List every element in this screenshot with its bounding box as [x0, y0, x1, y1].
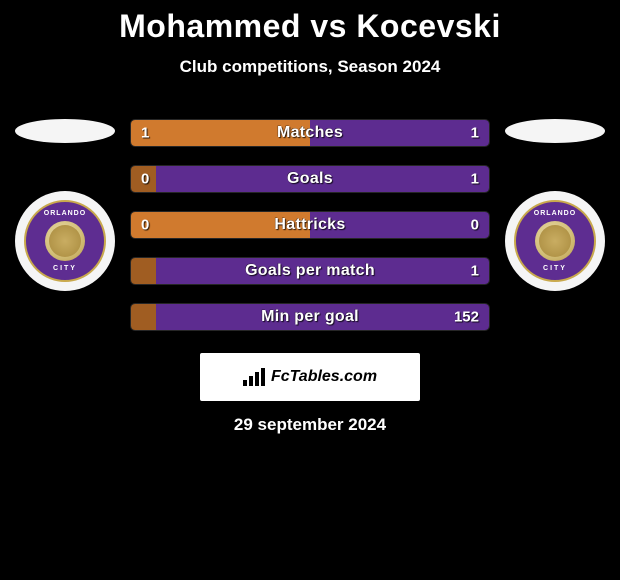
stat-bar-right-value: 1 — [471, 263, 479, 280]
stat-bar-label: Matches — [131, 124, 489, 142]
source-label: FcTables.com — [271, 368, 377, 386]
stat-bar-label: Goals per match — [131, 262, 489, 280]
right-club-badge: ORLANDO CITY — [505, 191, 605, 291]
stat-bar-right-value: 0 — [471, 217, 479, 234]
left-player-column: ORLANDO CITY — [10, 119, 120, 291]
stat-bar: Hattricks0 0 — [130, 211, 490, 239]
stat-bar-right-value: 1 — [471, 171, 479, 188]
stat-bar-label: Hattricks — [131, 216, 489, 234]
stat-bar: Goals0 1 — [130, 165, 490, 193]
stat-bar: Goals per match1 — [130, 257, 490, 285]
stat-bar-label: Goals — [131, 170, 489, 188]
right-club-name-top: ORLANDO — [516, 210, 594, 217]
left-club-name-top: ORLANDO — [26, 210, 104, 217]
right-player-photo — [505, 119, 605, 143]
stat-bar-right-value: 152 — [454, 309, 479, 326]
source-badge: FcTables.com — [200, 353, 420, 401]
lion-icon — [535, 221, 575, 261]
right-club-name-bot: CITY — [516, 265, 594, 272]
subtitle: Club competitions, Season 2024 — [0, 57, 620, 77]
left-club-badge: ORLANDO CITY — [15, 191, 115, 291]
left-player-photo — [15, 119, 115, 143]
stat-bar-right-value: 1 — [471, 125, 479, 142]
stat-bars: Matches11Goals01Hattricks00Goals per mat… — [130, 119, 490, 331]
stat-bar-left-value: 0 — [141, 171, 149, 188]
root: Mohammed vs Kocevski Club competitions, … — [0, 0, 620, 435]
barchart-icon — [243, 368, 265, 386]
snapshot-date: 29 september 2024 — [0, 415, 620, 435]
right-player-column: ORLANDO CITY — [500, 119, 610, 291]
lion-icon — [45, 221, 85, 261]
stat-bar-left-value: 0 — [141, 217, 149, 234]
stat-bar-label: Min per goal — [131, 308, 489, 326]
stat-bar-left-value: 1 — [141, 125, 149, 142]
left-club-name-bot: CITY — [26, 265, 104, 272]
stat-bar: Matches1 1 — [130, 119, 490, 147]
comparison-row: ORLANDO CITY Matches11Goals01Hattricks00… — [0, 119, 620, 331]
page-title: Mohammed vs Kocevski — [0, 8, 620, 45]
stat-bar: Min per goal152 — [130, 303, 490, 331]
